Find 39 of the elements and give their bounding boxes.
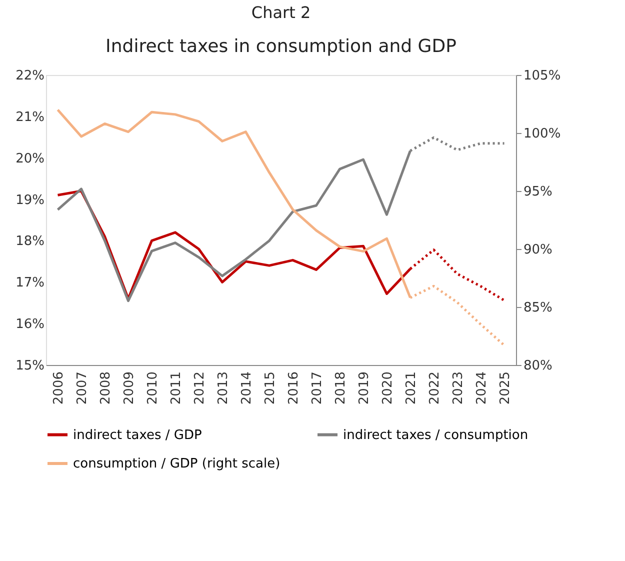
legend-label: consumption / GDP (right scale) (73, 456, 280, 472)
x-tick-label: 2014 (239, 372, 254, 405)
legend-label: indirect taxes / consumption (343, 428, 528, 443)
y-tick-label: 17% (16, 276, 44, 291)
y2-tick-label: 85% (524, 300, 552, 316)
x-tick-label: 2017 (310, 372, 325, 405)
x-tick-label: 2024 (474, 372, 490, 405)
y-tick-label: 19% (16, 192, 44, 208)
y-tick-label: 20% (16, 151, 44, 166)
y-tick-label: 16% (16, 317, 44, 332)
caption: Chart 2 (251, 3, 311, 22)
x-tick-label: 2013 (216, 372, 231, 405)
x-tick-label: 2022 (427, 372, 442, 405)
y-tick-label: 21% (16, 110, 44, 125)
x-tick-label: 2008 (98, 372, 114, 405)
x-tick-label: 2011 (168, 372, 184, 405)
y2-tick-label: 80% (524, 358, 552, 374)
x-tick-label: 2010 (145, 372, 160, 405)
y2-tick-label: 95% (524, 184, 552, 200)
x-tick-label: 2020 (380, 372, 396, 405)
x-tick-label: 2007 (74, 372, 90, 405)
x-tick-label: 2015 (262, 372, 278, 405)
x-tick-label: 2025 (498, 372, 513, 405)
y2-tick-label: 100% (524, 126, 561, 142)
x-tick-label: 2012 (192, 372, 208, 405)
x-tick-label: 2021 (404, 372, 419, 405)
x-tick-label: 2009 (122, 372, 137, 405)
x-tick-label: 2018 (333, 372, 348, 405)
y-tick-label: 22% (16, 68, 44, 84)
x-tick-label: 2006 (51, 372, 66, 405)
x-tick-label: 2023 (450, 372, 466, 405)
y-tick-label: 15% (16, 358, 44, 374)
x-tick-label: 2019 (356, 372, 372, 405)
y2-tick-label: 90% (524, 242, 552, 258)
y-tick-label: 18% (16, 234, 44, 250)
x-tick-label: 2016 (286, 372, 302, 405)
legend-label: indirect taxes / GDP (73, 428, 202, 443)
chart-title: Indirect taxes in consumption and GDP (106, 36, 457, 57)
y2-tick-label: 105% (524, 68, 561, 84)
